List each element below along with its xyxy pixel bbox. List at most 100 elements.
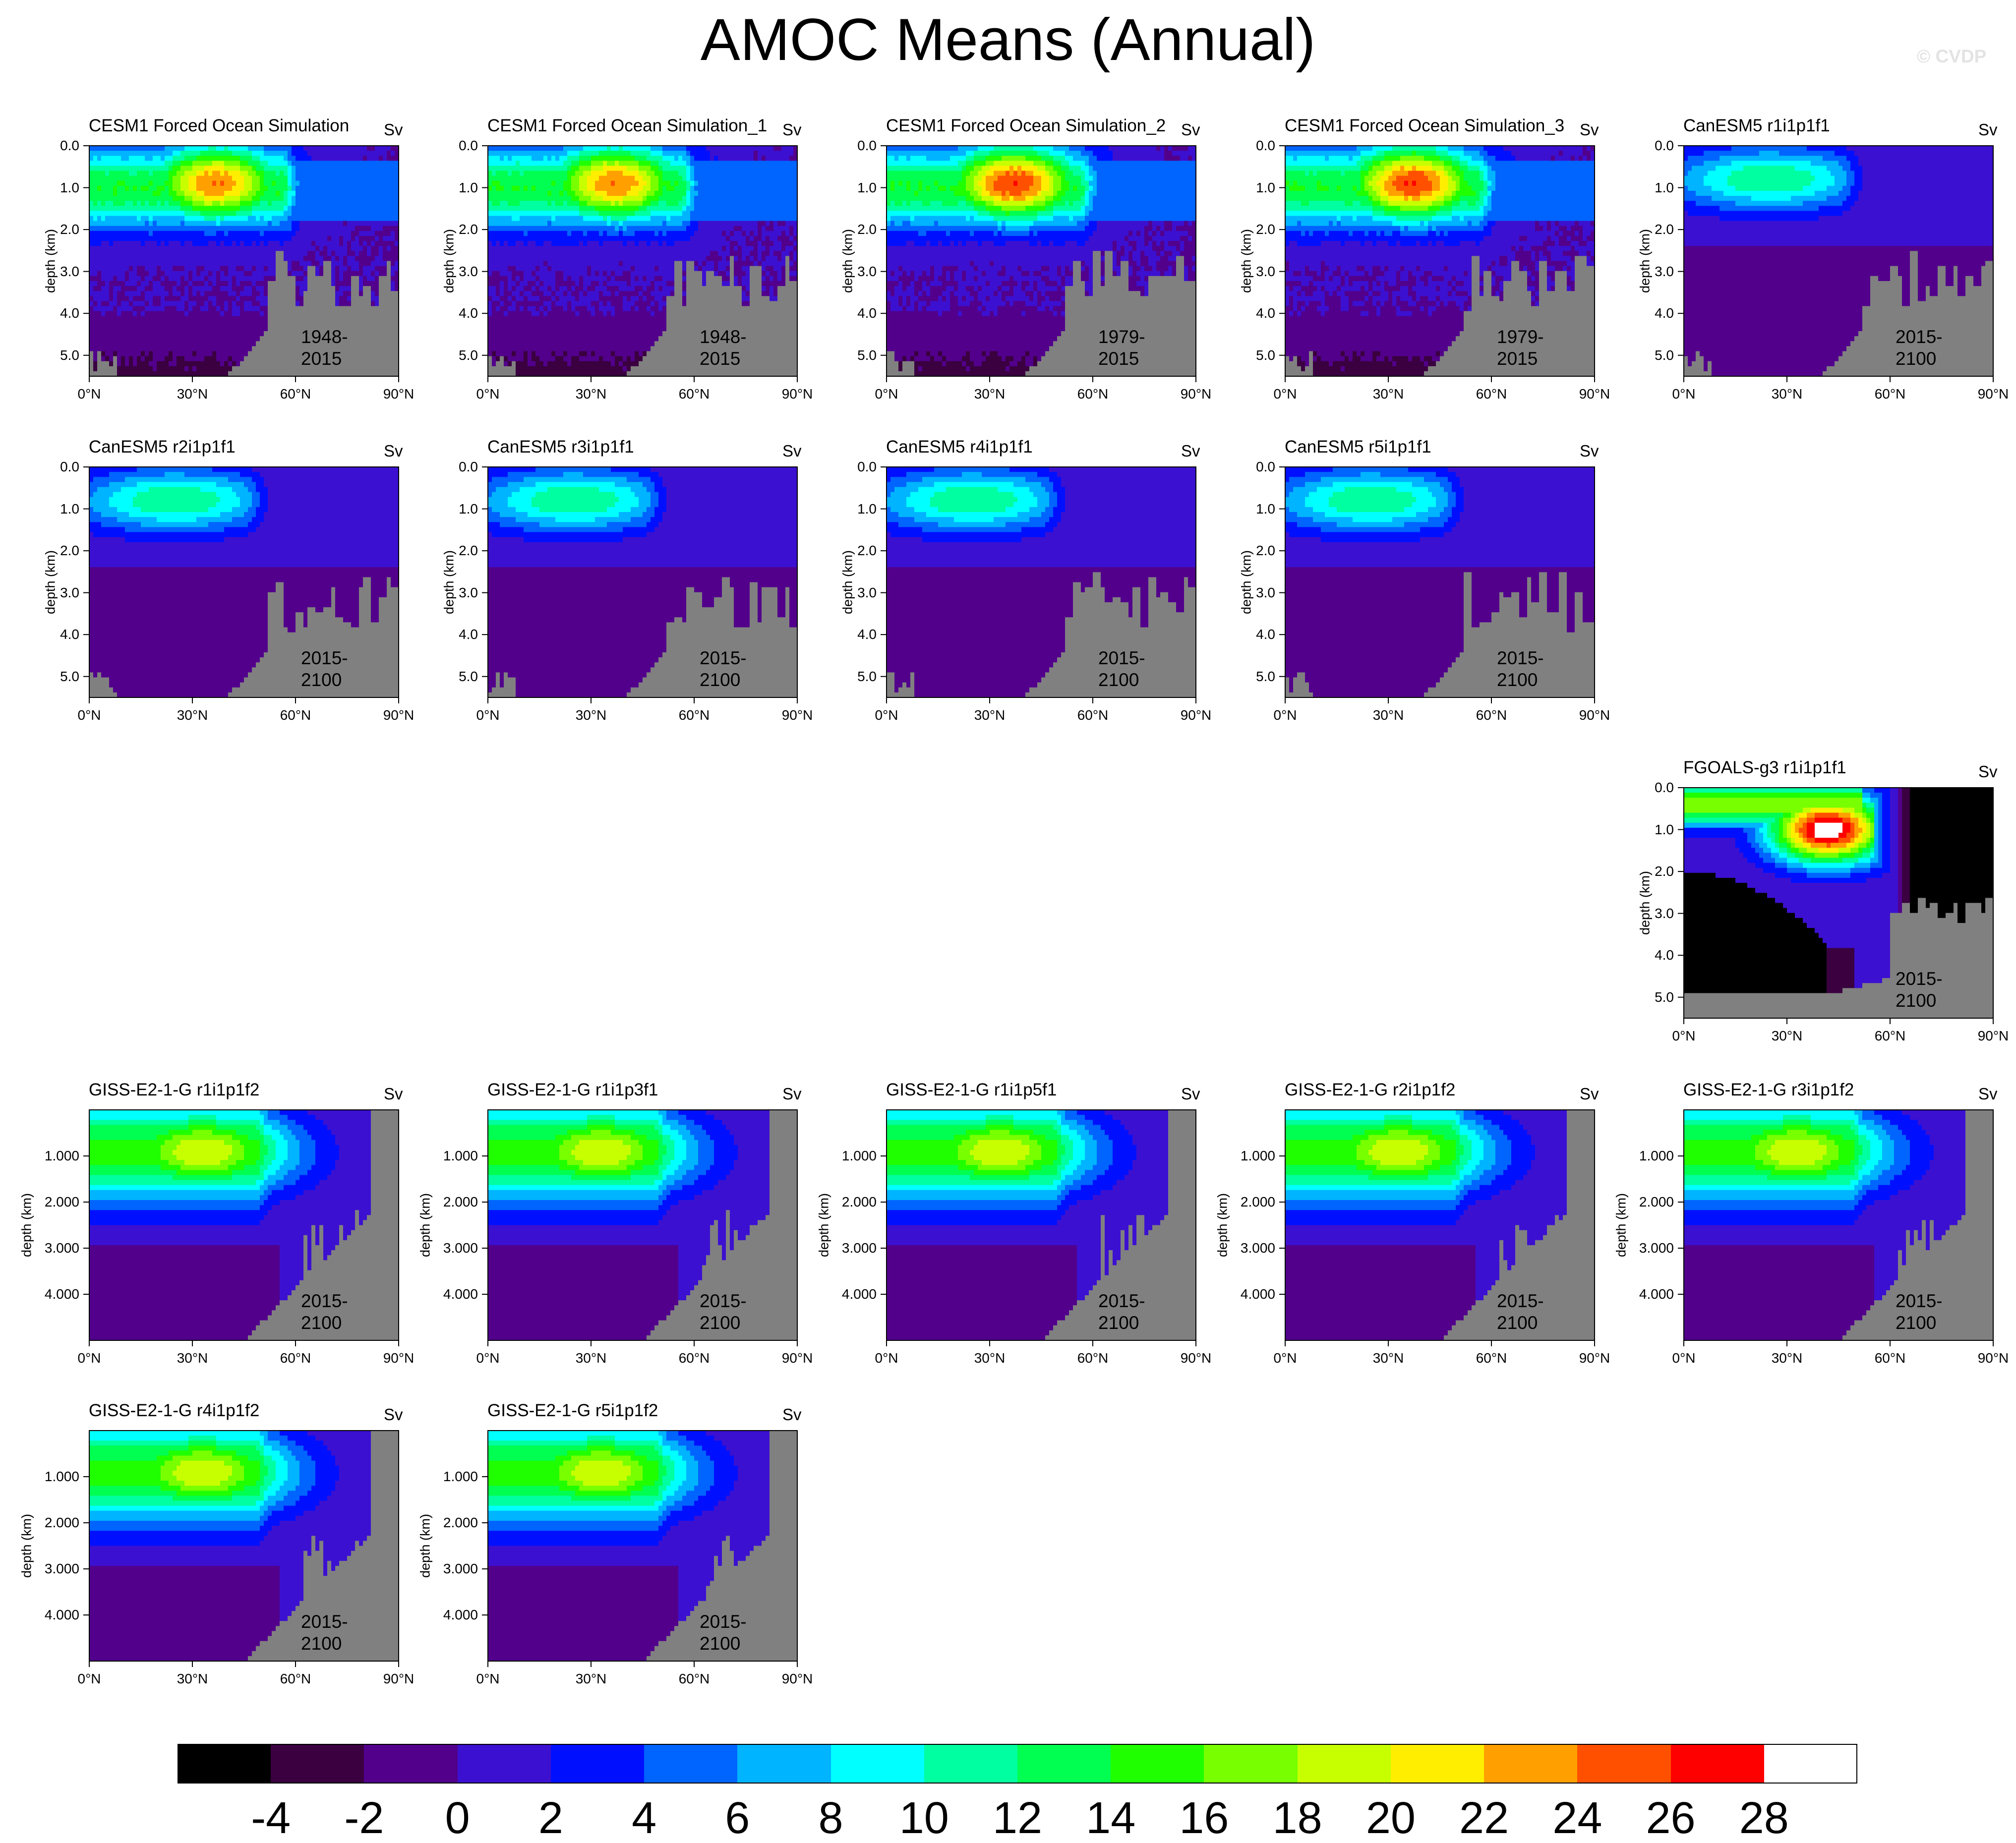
field-cell xyxy=(180,236,185,241)
field-cell xyxy=(508,201,512,206)
field-cell xyxy=(492,181,496,186)
field-cell xyxy=(272,201,276,206)
field-cell xyxy=(204,186,209,191)
field-cell xyxy=(488,276,492,282)
field-cell xyxy=(264,311,268,317)
field-cell xyxy=(101,241,106,246)
field-cell xyxy=(315,166,320,171)
field-cell xyxy=(272,256,276,261)
field-cell xyxy=(232,286,237,291)
field-cell xyxy=(379,346,383,351)
field-cell xyxy=(603,226,607,231)
field-cell xyxy=(93,156,98,161)
field-cell xyxy=(196,246,201,251)
field-cell xyxy=(196,211,201,216)
field-cell xyxy=(105,211,110,216)
field-cell xyxy=(188,371,193,377)
field-cell xyxy=(516,156,520,161)
field-cell xyxy=(500,226,504,231)
field-cell xyxy=(391,286,395,291)
field-cell xyxy=(89,351,94,356)
field-cell xyxy=(97,146,102,151)
field-cell xyxy=(133,296,137,301)
field-cell xyxy=(188,206,193,211)
field-cell xyxy=(208,326,213,332)
field-cell xyxy=(512,296,516,301)
field-cell xyxy=(504,216,508,222)
field-cell xyxy=(129,281,133,287)
field-cell xyxy=(188,266,193,272)
field-cell xyxy=(133,341,137,346)
field-cell xyxy=(563,191,568,196)
field-cell xyxy=(359,371,363,377)
field-cell xyxy=(93,201,98,206)
field-cell xyxy=(232,296,237,301)
field-cell xyxy=(567,161,572,166)
field-cell xyxy=(141,251,145,256)
field-cell xyxy=(323,231,328,236)
field-cell xyxy=(331,266,336,272)
field-cell xyxy=(311,166,316,171)
field-cell xyxy=(387,266,391,272)
field-cell xyxy=(488,371,492,377)
field-cell xyxy=(383,236,387,241)
field-cell xyxy=(575,296,580,301)
field-cell xyxy=(200,341,205,346)
field-cell xyxy=(343,181,348,186)
field-cell xyxy=(551,176,556,181)
field-cell xyxy=(595,326,599,332)
field-cell xyxy=(280,146,284,151)
field-cell xyxy=(563,236,568,241)
field-cell xyxy=(208,356,213,362)
field-cell xyxy=(284,196,288,201)
field-cell xyxy=(165,291,169,296)
field-cell xyxy=(101,316,106,322)
field-cell xyxy=(579,316,584,322)
field-cell xyxy=(488,241,492,246)
field-cell xyxy=(165,341,169,346)
field-cell xyxy=(216,151,221,156)
field-cell xyxy=(113,216,118,222)
field-cell xyxy=(555,366,560,372)
field-cell xyxy=(204,201,209,206)
field-cell xyxy=(524,271,528,277)
field-cell xyxy=(532,351,536,356)
field-cell xyxy=(543,346,548,351)
field-cell xyxy=(252,241,256,246)
field-cell xyxy=(137,146,141,151)
field-cell xyxy=(97,251,102,256)
field-cell xyxy=(204,311,209,317)
field-cell xyxy=(315,231,320,236)
field-cell xyxy=(117,171,121,176)
field-cell xyxy=(551,331,556,337)
field-cell xyxy=(121,151,125,156)
field-cell xyxy=(500,351,504,356)
field-cell xyxy=(149,191,153,196)
field-cell xyxy=(220,351,225,356)
field-cell xyxy=(173,151,177,156)
field-cell xyxy=(288,296,292,301)
field-cell xyxy=(256,246,260,251)
field-cell xyxy=(391,241,395,246)
field-cell xyxy=(129,361,133,367)
field-cell xyxy=(196,291,201,296)
field-cell xyxy=(311,236,316,241)
field-cell xyxy=(579,301,584,306)
field-cell xyxy=(391,226,395,231)
field-cell xyxy=(367,231,371,236)
field-cell xyxy=(520,356,524,362)
field-cell xyxy=(292,241,296,246)
field-cell xyxy=(292,311,296,317)
field-cell xyxy=(188,146,193,151)
field-cell xyxy=(180,281,185,287)
field-cell xyxy=(587,296,592,301)
field-cell xyxy=(587,316,592,322)
field-cell xyxy=(303,306,308,311)
field-cell xyxy=(595,241,599,246)
field-cell xyxy=(141,176,145,181)
field-cell xyxy=(121,161,125,166)
field-cell xyxy=(567,311,572,317)
field-cell xyxy=(248,166,252,171)
field-cell xyxy=(524,186,528,191)
field-cell xyxy=(240,256,244,261)
